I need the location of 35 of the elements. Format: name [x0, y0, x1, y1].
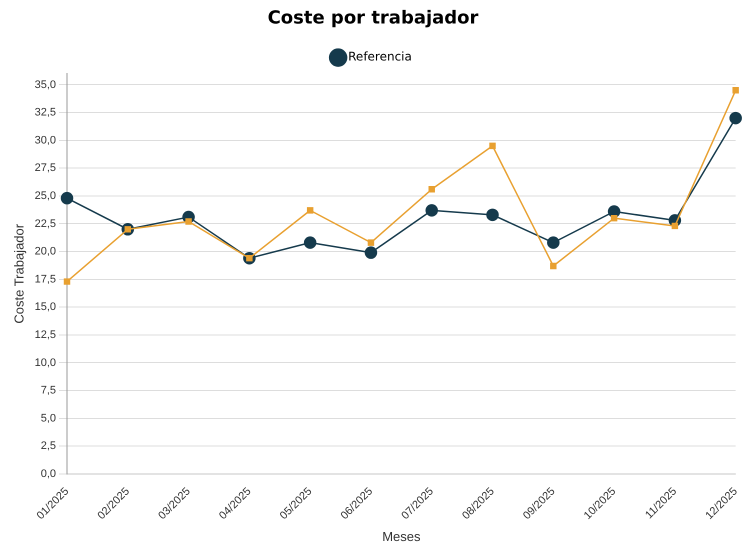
point [425, 204, 438, 217]
y-tick-label: 20,0 [34, 246, 56, 258]
point [729, 112, 742, 124]
point [732, 87, 739, 94]
point [364, 246, 378, 259]
point [428, 186, 435, 192]
y-tick-label: 22,5 [34, 218, 56, 230]
legend-label: Referencia [348, 50, 412, 64]
point [610, 214, 618, 222]
y-axis-title: Coste Trabajador [11, 223, 26, 324]
point [550, 262, 557, 270]
y-tick-label: 35,0 [34, 78, 56, 91]
y-tick-label: 15,0 [34, 301, 56, 314]
y-tick-label: 30,0 [34, 134, 56, 146]
point [368, 239, 374, 246]
point [672, 222, 678, 230]
y-tick-label: 25,0 [34, 190, 56, 202]
point [185, 218, 192, 225]
y-tick-label: 10,0 [34, 356, 56, 369]
x-axis-title: Meses [382, 528, 421, 544]
point [304, 236, 316, 249]
y-tick-label: 7,5 [40, 384, 56, 397]
y-tick-label: 32,5 [34, 106, 56, 119]
point [486, 208, 499, 222]
y-tick-label: 2,5 [40, 440, 56, 452]
y-tick-label: 12,5 [34, 328, 56, 341]
point [489, 142, 496, 150]
point [547, 236, 560, 249]
y-tick-label: 5,0 [40, 412, 56, 424]
chart-title: Coste por trabajador [268, 7, 479, 28]
point [306, 207, 314, 214]
y-tick-label: 27,5 [34, 162, 56, 174]
point [64, 278, 70, 285]
y-tick-label: 17,5 [34, 273, 56, 286]
y-tick-label: 0,0 [40, 468, 56, 480]
